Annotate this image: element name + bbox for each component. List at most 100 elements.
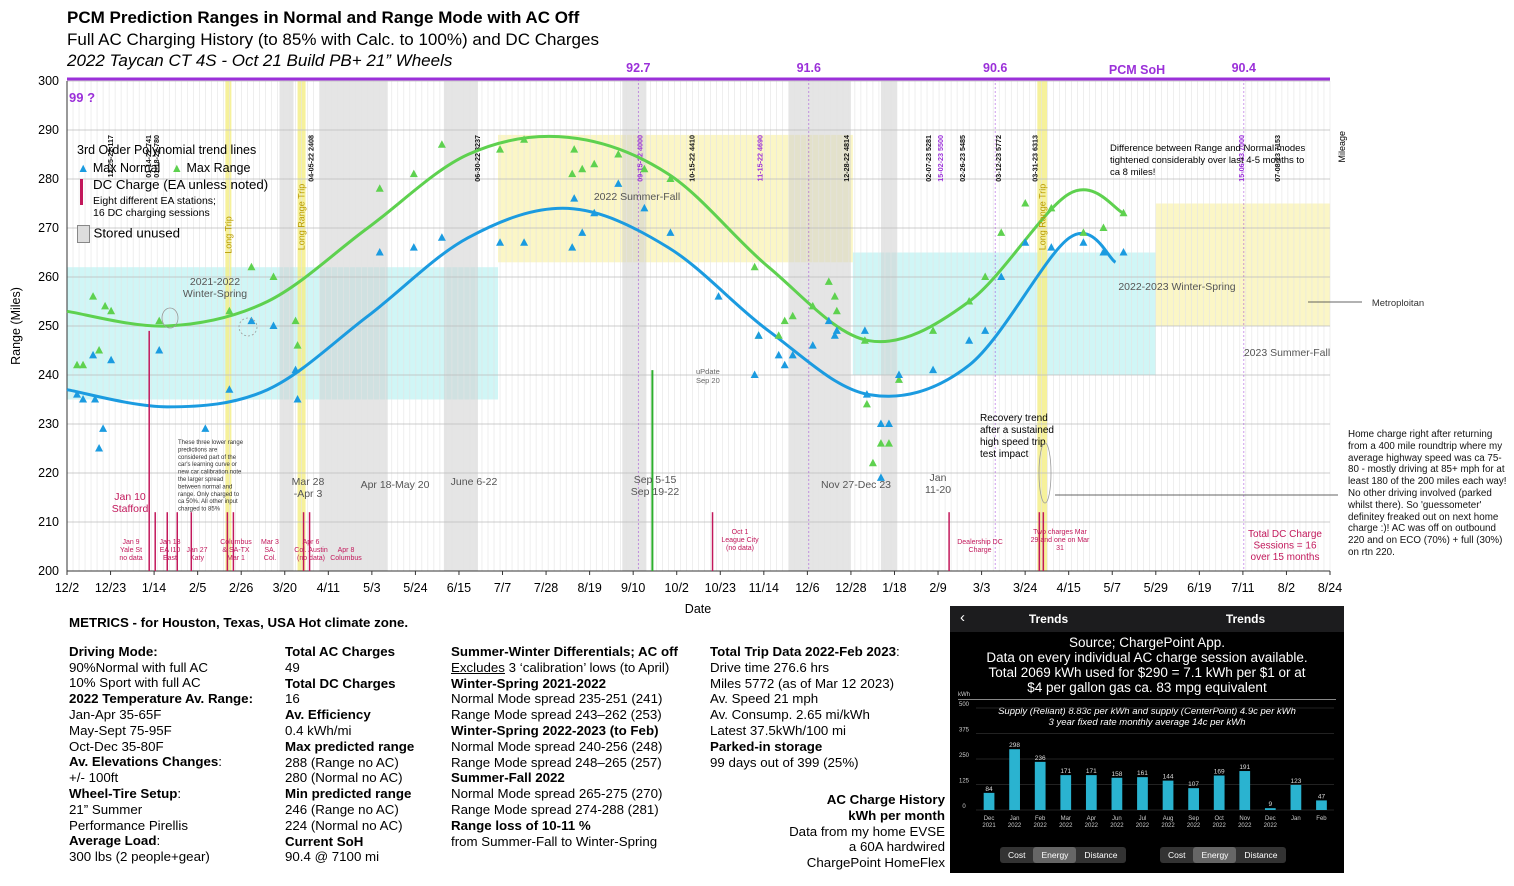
max-normal-point: [788, 350, 797, 359]
dc-label: Apr 8 Columbus: [330, 547, 362, 562]
metric-line: Min predicted range: [285, 786, 414, 802]
kwh-bar[interactable]: [1316, 800, 1327, 810]
x-tick-label: 11/14: [749, 581, 779, 595]
metrics-heading: METRICS - for Houston, Texas, USA Hot cl…: [69, 615, 409, 630]
y-axis-label: Range (Miles): [9, 287, 23, 365]
metric-text: Summer-Winter Differentials; AC off: [451, 644, 678, 659]
metric-text: +/- 100ft: [69, 770, 119, 786]
max-range-point: [590, 159, 599, 168]
metric-line: ChargePoint HomeFlex: [760, 855, 945, 871]
max-normal-point: [832, 326, 841, 334]
back-chevron-icon[interactable]: ‹: [960, 609, 965, 626]
max-normal-point: [247, 316, 256, 325]
max-range-point: [884, 439, 893, 447]
max-normal-point: [876, 473, 885, 481]
seg2-cost[interactable]: Cost: [1168, 850, 1186, 860]
seg1-energy[interactable]: Energy: [1033, 847, 1077, 863]
metric-line: 90.4 @ 7100 mi: [285, 849, 414, 865]
metric-line: Driving Mode:: [69, 644, 408, 660]
annotation-recovery: Recovery trend after a sustained high spee…: [980, 413, 1054, 460]
segment-control-2[interactable]: Cost Energy Distance: [1160, 847, 1286, 863]
metric-text: Winter-Spring 2022-2023 (to Feb): [451, 722, 659, 738]
mileage-label: 02-07-23 5281: [924, 135, 933, 182]
metric-line: Normal Mode spread 265-275 (270): [451, 786, 678, 802]
max-normal-point: [929, 365, 938, 374]
max-range-point: [73, 360, 82, 369]
metric-text: Normal Mode spread 235-251 (241): [451, 691, 663, 707]
kwh-bar[interactable]: [1162, 780, 1174, 810]
stored-period-label: Sep 5-15 Sep 19-22: [631, 474, 680, 498]
metric-line: AC Charge History: [760, 792, 945, 808]
x-tick-label: 3/20: [273, 581, 297, 595]
trip-label: Long Range Trip: [1037, 184, 1047, 251]
kwh-bar[interactable]: [1290, 784, 1302, 810]
metric-line: 21” Summer: [69, 802, 408, 818]
metric-line: Current SoH: [285, 834, 414, 850]
max-range-point: [929, 326, 938, 334]
kwh-bar[interactable]: [1264, 808, 1276, 810]
max-range-point: [808, 301, 817, 310]
metric-text: Excludes: [451, 659, 505, 675]
legend-stored: Stored unused: [93, 225, 180, 241]
kwh-bar-label: Feb 2022: [1034, 816, 1048, 829]
metric-line: Excludes 3 ‘calibration’ lows (to April): [451, 660, 678, 676]
max-range-point: [437, 140, 446, 148]
max-range-point: [981, 272, 990, 280]
max-range-point: [496, 145, 505, 153]
bar-y-tick: 0: [962, 804, 966, 810]
seg1-distance[interactable]: Distance: [1084, 850, 1118, 860]
metric-line: 49: [285, 660, 414, 676]
calib-circle: [238, 317, 258, 337]
max-range-point: [894, 375, 903, 383]
tab-trends-1[interactable]: Trends: [1028, 612, 1069, 626]
metric-text: Winter-Spring 2021-2022: [451, 675, 607, 691]
dc-label: Total DC Charge Sessions = 16 over 15 mont…: [1248, 529, 1322, 563]
y-tick-label: 290: [38, 123, 59, 137]
legend-dc-note2: 16 DC charging sessions: [93, 207, 210, 219]
max-range-point: [225, 306, 234, 315]
max-range-point: [614, 150, 623, 158]
max-range-point: [750, 262, 759, 271]
kwh-bar[interactable]: [1213, 775, 1225, 810]
y-tick-label: 210: [38, 515, 59, 529]
mileage-label: 15-02-23 5500: [936, 135, 945, 182]
metric-line: Av. Efficiency: [285, 707, 414, 723]
metric-suffix: :: [177, 785, 182, 801]
metric-text: Jan-Apr 35-65F: [69, 706, 162, 722]
seg2-energy[interactable]: Energy: [1193, 847, 1237, 863]
tab-trends-2[interactable]: Trends: [1225, 612, 1266, 626]
max-normal-point: [754, 331, 763, 339]
metric-text: Summer-Fall 2022: [451, 770, 565, 786]
max-range-point: [107, 306, 116, 315]
kwh-bar[interactable]: [1085, 775, 1097, 810]
kwh-bar-chart: 500 375 250 125 0 kWh 84 Dec 2021 298 Jan 2022 236 Fe…: [958, 692, 1334, 829]
kwh-bar[interactable]: [983, 792, 995, 810]
x-tick-label: 5/7: [1104, 581, 1121, 595]
metric-text: Av. Speed 21 mph: [710, 691, 819, 707]
annotation-metro: Metroploitan: [1372, 298, 1424, 309]
kwh-bar[interactable]: [1060, 775, 1072, 810]
seg2-distance[interactable]: Distance: [1244, 850, 1278, 860]
dc-label: Columbus & SA-TX Mar 1: [220, 539, 252, 562]
metric-line: 280 (Normal no AC): [285, 770, 414, 786]
max-normal-point: [99, 424, 108, 432]
kwh-bar[interactable]: [1239, 771, 1251, 810]
metric-line: 288 (Range no AC): [285, 755, 414, 771]
metric-text: May-Sept 75-95F: [69, 722, 172, 738]
metric-text: Av. Elevations Changes: [69, 754, 219, 770]
kwh-bar[interactable]: [1188, 788, 1199, 810]
y-tick-label: 200: [38, 564, 59, 578]
segment-control-1[interactable]: Cost Energy Distance: [1000, 847, 1126, 863]
kwh-bar-value: 107: [1188, 781, 1199, 788]
kwh-bar-value: 191: [1239, 764, 1250, 771]
kwh-bar[interactable]: [1111, 777, 1123, 810]
kwh-bar[interactable]: [1137, 777, 1148, 810]
kwh-bar[interactable]: [1009, 749, 1020, 810]
mileage-label: 07-08-23 7153: [1273, 135, 1282, 182]
max-normal-point: [496, 238, 505, 246]
seg1-cost[interactable]: Cost: [1008, 850, 1026, 860]
kwh-bar[interactable]: [1034, 761, 1046, 810]
metric-line: from Summer-Fall to Winter-Spring: [451, 834, 678, 850]
metric-line: Parked-in storage: [710, 739, 900, 755]
max-normal-point: [95, 444, 104, 452]
